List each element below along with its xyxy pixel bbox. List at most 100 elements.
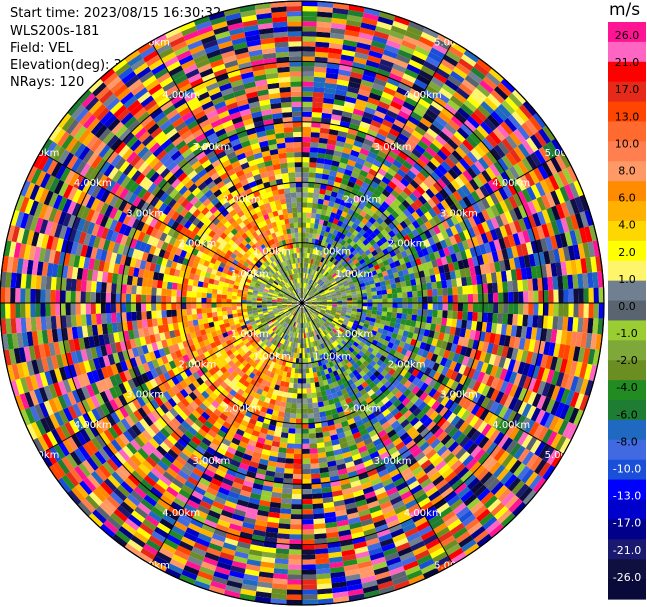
- range-gate: [483, 293, 489, 303]
- range-gate: [499, 200, 509, 213]
- range-gate: [364, 268, 371, 275]
- range-gate: [305, 373, 310, 379]
- range-gate: [522, 216, 532, 230]
- range-gate: [489, 163, 501, 177]
- range-gate: [382, 159, 393, 168]
- range-gate: [411, 211, 421, 221]
- range-gate: [450, 134, 463, 147]
- range-gate: [403, 217, 412, 227]
- range-gate: [302, 494, 313, 500]
- range-gate: [310, 387, 317, 394]
- range-gate: [541, 209, 551, 224]
- range-gate: [381, 189, 391, 198]
- range-gate: [494, 261, 501, 273]
- range-gate: [442, 54, 459, 67]
- range-gate: [277, 533, 290, 540]
- range-gate: [546, 141, 560, 157]
- range-gate: [418, 36, 435, 48]
- range-gate: [302, 232, 306, 238]
- range-gate: [442, 185, 453, 197]
- range-gate: [356, 42, 371, 51]
- range-gate: [319, 132, 329, 139]
- range-gate: [317, 147, 327, 154]
- range-gate: [305, 268, 308, 274]
- range-gate: [352, 229, 359, 237]
- range-gate: [362, 238, 370, 246]
- range-gate: [380, 228, 389, 237]
- range-gate: [574, 212, 584, 229]
- range-gate: [342, 173, 351, 181]
- range-gate: [444, 171, 455, 183]
- range-gate: [397, 297, 403, 303]
- range-gate: [305, 295, 309, 300]
- range-gate: [382, 259, 390, 267]
- range-gate: [316, 295, 322, 299]
- range-gate: [379, 280, 386, 287]
- range-gate: [402, 73, 417, 84]
- range-gate: [315, 271, 320, 277]
- range-gate: [449, 204, 459, 215]
- range-gate: [354, 51, 369, 60]
- range-gate: [302, 564, 316, 570]
- range-gate: [279, 513, 291, 520]
- range-gate: [320, 262, 325, 269]
- range-gate: [435, 115, 448, 127]
- range-gate: [302, 262, 305, 268]
- range-gate: [350, 264, 357, 271]
- range-gate: [328, 262, 334, 268]
- range-gate: [349, 192, 357, 200]
- range-gate: [531, 226, 541, 241]
- range-gate: [391, 123, 403, 133]
- range-gate: [432, 295, 438, 303]
- range-gate: [390, 25, 407, 36]
- range-gate: [306, 252, 310, 259]
- range-gate: [386, 39, 402, 50]
- range-gate: [336, 192, 344, 200]
- range-gate: [492, 313, 498, 324]
- range-gate: [407, 303, 413, 309]
- range-gate: [400, 250, 408, 258]
- range-gate: [302, 418, 309, 424]
- range-gate: [555, 203, 566, 219]
- range-gate: [357, 174, 366, 182]
- range-gate: [380, 266, 387, 273]
- range-gate: [436, 257, 443, 267]
- range-gate: [462, 303, 469, 312]
- range-gate: [312, 503, 324, 510]
- range-gate: [328, 238, 334, 245]
- range-gate: [584, 226, 593, 243]
- range-gate: [378, 180, 388, 189]
- range-gate: [327, 179, 335, 187]
- range-gate: [558, 289, 564, 303]
- range-gate: [322, 270, 328, 276]
- range-gate: [340, 275, 346, 281]
- range-gate: [410, 111, 423, 122]
- range-gate: [304, 358, 309, 364]
- range-gate: [346, 237, 353, 245]
- range-gate: [542, 125, 556, 142]
- range-gate: [477, 293, 484, 303]
- range-gate: [466, 193, 477, 205]
- range-gate: [334, 242, 341, 249]
- range-gate: [560, 202, 571, 218]
- range-gate: [439, 239, 448, 249]
- range-gate: [583, 303, 589, 318]
- range-gate: [390, 189, 400, 199]
- range-gate: [469, 266, 476, 277]
- range-gate: [297, 378, 302, 384]
- range-gate: [506, 182, 518, 196]
- range-gate: [357, 276, 364, 282]
- range-gate: [493, 144, 506, 158]
- range-gate: [328, 285, 334, 290]
- range-gate: [401, 39, 417, 51]
- range-gate: [467, 216, 477, 228]
- range-gate: [469, 247, 477, 258]
- range-gate: [466, 95, 481, 109]
- range-gate: [438, 130, 451, 143]
- range-gate: [396, 313, 403, 319]
- range-gate: [303, 288, 305, 294]
- range-gate: [311, 287, 316, 292]
- range-gate: [593, 303, 599, 319]
- range-gate: [315, 432, 324, 439]
- range-gate: [293, 458, 302, 465]
